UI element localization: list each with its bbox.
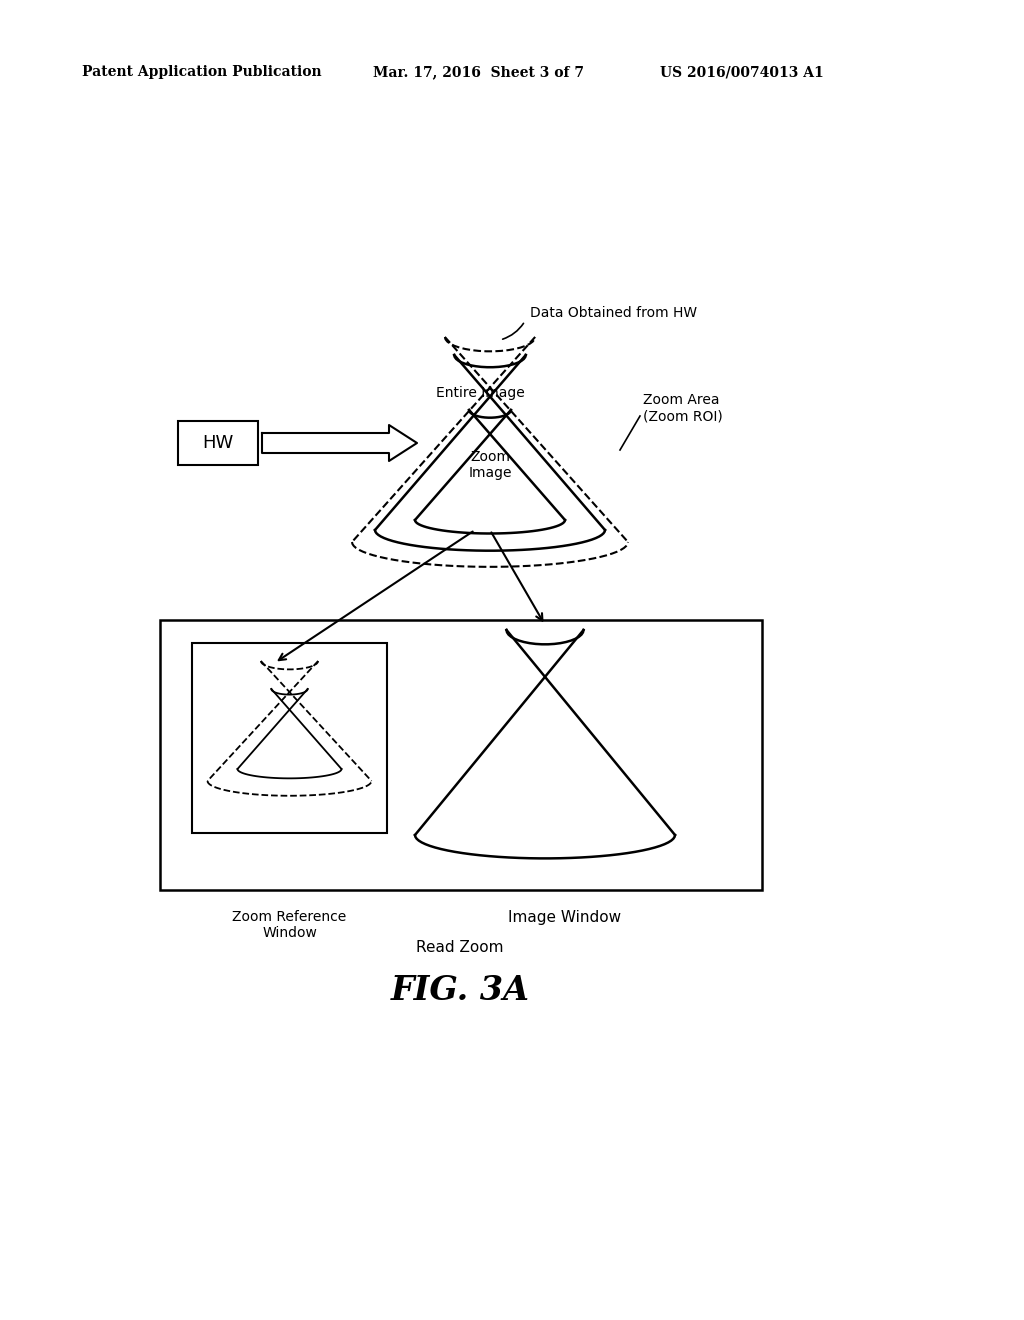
Text: Read Zoom: Read Zoom [416, 940, 504, 956]
Bar [160, 620, 762, 890]
Text: Data Obtained from HW: Data Obtained from HW [530, 306, 697, 319]
Text: Zoom Reference
Window: Zoom Reference Window [232, 909, 347, 940]
Text: FIG. 3A: FIG. 3A [390, 974, 529, 1006]
Text: Zoom
Image: Zoom Image [468, 450, 512, 480]
Text: Mar. 17, 2016  Sheet 3 of 7: Mar. 17, 2016 Sheet 3 of 7 [373, 65, 584, 79]
Text: Zoom Area
(Zoom ROI): Zoom Area (Zoom ROI) [643, 393, 723, 424]
Bar [193, 643, 387, 833]
Text: Image Window: Image Window [509, 909, 622, 925]
Text: Entire Image: Entire Image [435, 385, 524, 400]
Bar [178, 421, 258, 465]
Text: HW: HW [203, 434, 233, 451]
Text: Patent Application Publication: Patent Application Publication [82, 65, 322, 79]
Text: US 2016/0074013 A1: US 2016/0074013 A1 [660, 65, 823, 79]
